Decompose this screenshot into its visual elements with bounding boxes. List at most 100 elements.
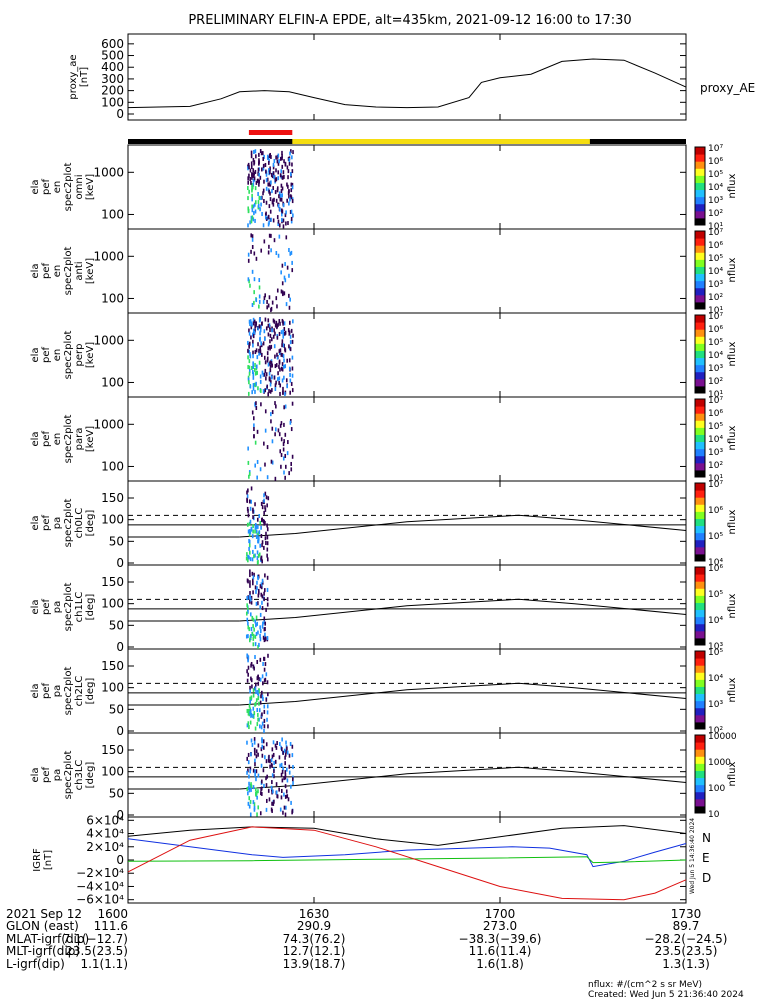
spectrogram-pixel	[262, 223, 265, 228]
y-axis-label: ch0LC	[74, 508, 85, 539]
spectrogram-pixel	[258, 278, 261, 283]
spectrogram-pixel	[290, 467, 293, 472]
spectrogram-pixel	[274, 383, 277, 388]
spectrogram-pixel	[253, 805, 256, 810]
spectrogram-pixel	[291, 182, 294, 187]
spectrogram-pixel	[248, 471, 251, 476]
ephemeris-value: 1630	[299, 907, 330, 921]
spectrogram-pixel	[288, 366, 291, 371]
spectrogram-pixel	[277, 161, 280, 166]
colorbar-tick-label: 10⁶	[708, 157, 723, 167]
spectrogram-pixel	[252, 372, 255, 377]
spectrogram-pixel	[263, 329, 266, 334]
spectrogram-pixel	[246, 653, 248, 658]
spectrogram-pixel	[258, 294, 261, 299]
spectrogram-pixel	[282, 766, 284, 771]
spectrogram-pixel	[255, 406, 258, 411]
spectrogram-pixel	[254, 758, 256, 763]
spectrogram-pixel	[253, 149, 255, 154]
spectrogram-pixel	[257, 524, 259, 529]
ephemeris-value: −28.2(−24.5)	[645, 932, 728, 946]
spectrogram-pixel	[256, 659, 259, 664]
colorbar-segment	[695, 805, 705, 814]
spectrogram-pixel	[259, 349, 262, 354]
spectrogram-pixel	[291, 744, 294, 749]
spectrogram-pixel	[271, 200, 274, 205]
colorbar-segment	[695, 504, 705, 512]
spectrogram-pixel	[290, 188, 293, 193]
ephemeris-table: 2021 Sep 12 1600 1630 1700 1730 GLON (east) 11…	[6, 907, 727, 971]
spectrogram-pixel	[264, 491, 267, 496]
spectrogram-pixel	[251, 365, 253, 370]
spectrogram-pixel	[260, 196, 262, 201]
spectrogram-pixel	[289, 378, 292, 383]
spectrogram-pixel	[252, 361, 254, 366]
spectrogram-pixel	[248, 165, 250, 170]
spectrogram-pixel	[247, 355, 249, 360]
time-bars	[128, 130, 686, 144]
spectrogram-pixel	[266, 547, 269, 552]
spectrogram-pixel	[259, 337, 261, 342]
spectrogram-pixel	[247, 186, 249, 191]
y-axis-label: pef	[41, 263, 52, 280]
spectrogram-pixel	[282, 750, 284, 755]
spectrogram-pixel	[252, 343, 254, 348]
spectrogram-pixel	[252, 693, 255, 698]
spectrogram-pixel	[286, 165, 289, 170]
colorbar-tick-label: 10³	[708, 196, 723, 206]
spectrogram-pixel	[254, 726, 257, 731]
spectrogram-pixel	[282, 442, 285, 447]
spectrogram-pixel	[276, 741, 278, 746]
spectrogram-pixel	[282, 447, 285, 452]
spectrogram-pixel	[260, 388, 262, 393]
colorbar-segment	[695, 651, 705, 659]
spectrogram-pixel	[250, 150, 253, 155]
spectrogram-pixel	[274, 323, 277, 328]
colorbar-segment	[695, 749, 705, 757]
y-axis-label: [deg]	[85, 510, 96, 537]
spectrogram-pixel	[247, 277, 250, 282]
footer-units: nflux: #/(cm^2 s sr MeV)	[588, 980, 702, 990]
spectrogram-pixel	[281, 343, 283, 348]
y-axis-label: [nT]	[79, 67, 90, 87]
spectrogram-pixel	[256, 676, 259, 681]
spectrogram-pixel	[254, 522, 257, 527]
spectrogram-pixel	[251, 534, 254, 539]
colorbar-segment	[695, 602, 705, 611]
colorbar-label: nflux	[727, 257, 738, 282]
spectrogram-pixel	[287, 221, 289, 226]
colorbar-segment	[695, 280, 705, 289]
y-axis-label: pef	[41, 767, 52, 784]
spectrogram-pixel	[261, 195, 263, 200]
spectrogram-pixel	[255, 298, 258, 303]
spectrogram-pixel	[255, 381, 257, 386]
spectrogram-pixel	[266, 710, 269, 715]
spectrogram-pixel	[249, 700, 251, 705]
spectrogram-pixel	[286, 451, 289, 456]
spectrogram-pixel	[260, 518, 263, 523]
spectrogram-pixel	[259, 317, 261, 322]
spectrogram-pixel	[272, 318, 275, 323]
colorbar-segment	[695, 266, 705, 275]
colorbar-segment	[695, 245, 705, 253]
spectrogram-pixel	[257, 743, 260, 748]
spectrogram-pixel	[269, 759, 271, 764]
spectrogram-pixel	[270, 306, 273, 311]
colorbar-tick-label: 10¹	[708, 390, 723, 400]
spectrogram-pixel	[259, 605, 262, 610]
spectrogram-pixel	[249, 769, 251, 774]
spectrogram-pixel	[254, 619, 257, 624]
y-tick-label: 100	[101, 459, 124, 473]
spectrogram-pixel	[252, 354, 254, 359]
spectrogram-pixel	[247, 721, 250, 726]
y-tick-label: 50	[109, 786, 124, 800]
spectrogram-pixel	[267, 758, 270, 763]
spectrogram-pixel	[254, 186, 257, 191]
spectrogram-pixel	[264, 317, 267, 322]
spectrogram-pixel	[263, 179, 265, 184]
colorbar-segment	[695, 763, 705, 771]
spectrogram-pixel	[245, 611, 248, 616]
spectrogram-pixel	[251, 186, 253, 191]
spectrogram-pixel	[281, 154, 283, 159]
